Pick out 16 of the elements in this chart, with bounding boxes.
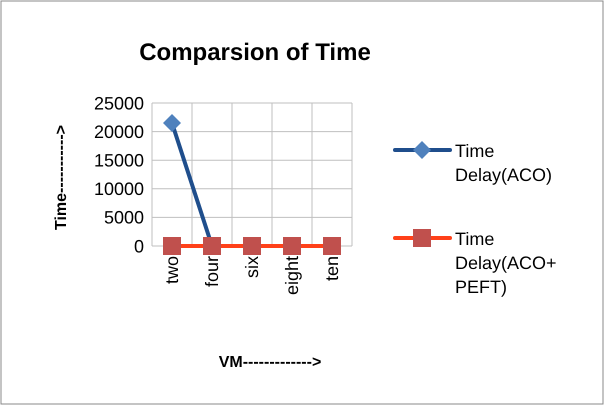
x-tick-label: two	[162, 256, 182, 284]
legend-label: Time Delay(ACO+PEFT)	[455, 229, 557, 297]
y-tick-label: 15000	[94, 150, 144, 170]
y-tick-label: 0	[134, 236, 144, 256]
legend-label: Time Delay(ACO)	[455, 141, 552, 185]
y-axis-title: Time----------->	[53, 124, 70, 230]
x-tick-label: four	[202, 256, 222, 288]
x-tick-label: eight	[282, 256, 302, 296]
y-tick-label: 5000	[104, 208, 144, 228]
y-tick-label: 10000	[94, 179, 144, 200]
chart-title: Comparsion of Time	[139, 39, 371, 66]
x-tick-label: six	[242, 256, 262, 278]
x-tick-label: ten	[322, 256, 342, 282]
y-tick-label: 20000	[94, 122, 144, 142]
y-tick-label: 25000	[94, 93, 144, 114]
x-axis-title: VM------------->	[218, 354, 322, 371]
